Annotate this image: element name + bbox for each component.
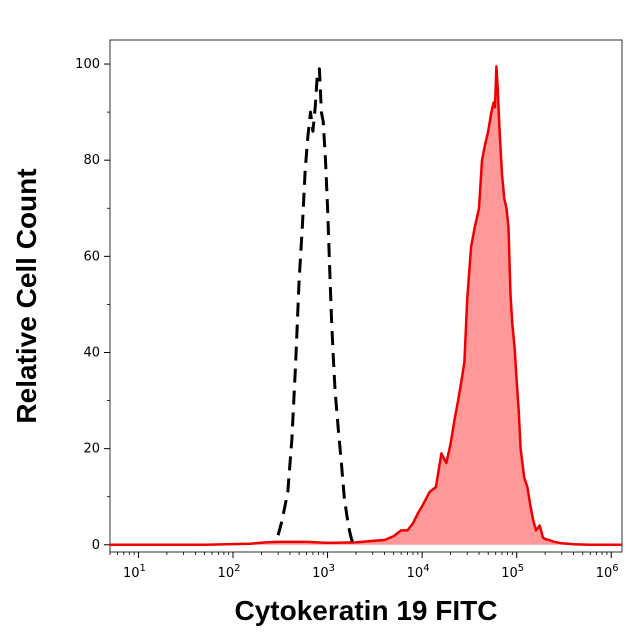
series-layer	[110, 65, 622, 547]
y-axis-ticks: 0 20 40 60 80 100	[75, 57, 110, 553]
x-tick-label: 101	[123, 563, 146, 581]
x-tick-label: 105	[501, 563, 524, 581]
y-tick-label: 80	[83, 153, 100, 168]
y-axis-title: Relative Cell Count	[11, 168, 42, 423]
plot-frame	[109, 39, 623, 553]
y-tick-label: 100	[75, 57, 100, 72]
control-histogram-line	[276, 67, 357, 545]
x-tick-label: 106	[596, 563, 619, 581]
y-tick-label: 0	[92, 538, 100, 553]
x-tick-label: 103	[312, 563, 335, 581]
sample-histogram-line	[110, 65, 622, 547]
x-tick-label: 104	[407, 563, 430, 581]
y-tick-label: 60	[83, 249, 100, 264]
x-axis-ticks: 101 102 103 104 105 106	[109, 552, 619, 581]
sample-histogram-area	[110, 66, 622, 545]
x-tick-label: 102	[218, 563, 241, 581]
y-tick-label: 40	[83, 345, 100, 360]
x-axis-title: Cytokeratin 19 FITC	[235, 595, 498, 626]
y-tick-label: 20	[83, 442, 100, 457]
